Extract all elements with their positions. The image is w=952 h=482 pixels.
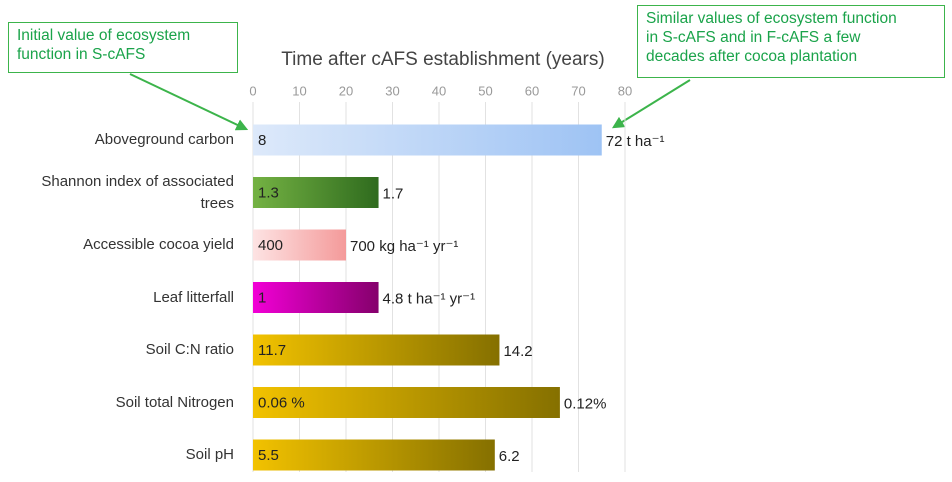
- category-label: Leaf litterfall: [153, 288, 234, 306]
- category-label: Soil total Nitrogen: [115, 393, 234, 411]
- bar: [253, 439, 495, 471]
- annotation-line: Initial value of ecosystem: [17, 27, 191, 44]
- end-label: 14.2: [503, 343, 532, 360]
- annotation-line: function in S-cAFS: [17, 46, 146, 63]
- annotation-line: decades after cocoa plantation: [646, 48, 858, 65]
- category-label: Accessible cocoa yield: [83, 236, 234, 253]
- x-tick-label: 60: [525, 83, 539, 98]
- annotation: Initial value of ecosystem function in S-…: [8, 22, 238, 73]
- x-tick-label: 20: [339, 83, 353, 98]
- end-label: 72 t ha⁻¹: [606, 133, 665, 150]
- start-label: 1.3: [258, 184, 279, 201]
- start-label: 11.7: [258, 342, 286, 359]
- start-label: 400: [258, 237, 283, 254]
- bar: [253, 177, 379, 208]
- start-label: 0.06 %: [258, 394, 305, 411]
- x-tick-label: 10: [292, 83, 306, 98]
- category-label: Soil C:N ratio: [145, 341, 234, 358]
- annotation-line: Similar values of ecosystem function: [646, 10, 897, 27]
- bar: [253, 229, 346, 261]
- start-label: 8: [258, 132, 266, 149]
- bar: [253, 387, 560, 418]
- annotation: Similar values of ecosystem function in S…: [637, 5, 945, 78]
- category-label: Soil pH: [185, 446, 234, 463]
- x-tick-label: 30: [385, 83, 399, 98]
- bar: [253, 124, 602, 156]
- end-label: 4.8 t ha⁻¹ yr⁻¹: [383, 290, 476, 307]
- x-tick-label: 70: [571, 83, 585, 98]
- axis-title: Time after cAFS establishment (years): [281, 49, 604, 70]
- end-label: 6.2: [499, 448, 520, 465]
- start-label: 5.5: [258, 447, 279, 464]
- category-label: Shannon index of associated trees: [41, 172, 234, 212]
- arrow: [129, 73, 249, 131]
- arrow: [611, 79, 691, 129]
- end-label: 0.12%: [564, 395, 607, 412]
- x-tick-label: 0: [249, 83, 256, 98]
- annotation-line: in S-cAFS and in F-cAFS a few: [646, 29, 861, 46]
- category-label: Aboveground carbon: [94, 131, 234, 148]
- end-label: 1.7: [383, 185, 404, 202]
- x-tick-label: 50: [478, 83, 492, 98]
- x-tick-label: 40: [432, 83, 446, 98]
- bar: [253, 334, 500, 366]
- bar: [253, 282, 379, 313]
- x-tick-label: 80: [618, 83, 632, 98]
- end-label: 700 kg ha⁻¹ yr⁻¹: [350, 238, 458, 255]
- start-label: 1: [258, 289, 266, 306]
